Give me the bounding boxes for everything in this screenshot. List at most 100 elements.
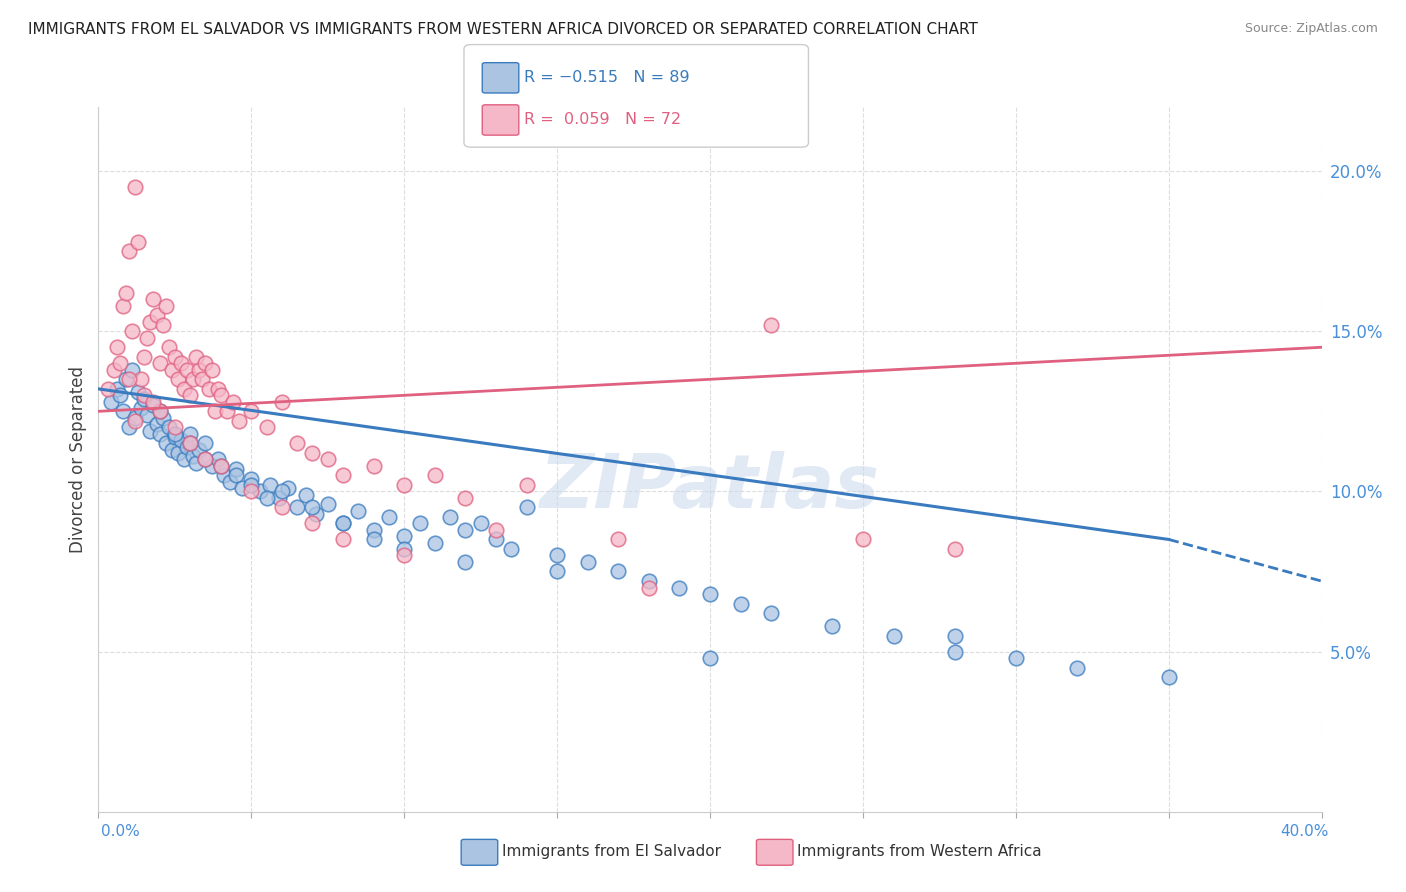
Point — [181, 372, 204, 386]
Point — [207, 382, 229, 396]
Point — [225, 468, 247, 483]
Point — [270, 484, 294, 499]
Point — [194, 452, 217, 467]
Point — [295, 487, 318, 501]
Point — [209, 458, 232, 473]
Point — [516, 500, 538, 515]
Point — [408, 516, 430, 531]
Point — [378, 510, 401, 524]
Point — [139, 424, 162, 438]
Point — [149, 404, 172, 418]
Point — [136, 408, 159, 422]
Point — [423, 535, 446, 549]
Point — [173, 382, 195, 396]
Point — [607, 533, 630, 547]
Point — [256, 491, 278, 505]
Point — [699, 651, 721, 665]
Point — [231, 481, 253, 495]
Point — [145, 308, 167, 322]
Point — [943, 628, 966, 642]
Point — [181, 449, 204, 463]
Point — [105, 382, 128, 396]
Point — [454, 555, 477, 569]
Point — [943, 542, 966, 557]
Point — [108, 356, 131, 370]
Point — [219, 475, 242, 489]
Point — [134, 392, 156, 406]
Point — [111, 404, 134, 418]
Point — [516, 478, 538, 492]
Point — [105, 340, 128, 354]
Point — [392, 478, 416, 492]
Text: Immigrants from Western Africa: Immigrants from Western Africa — [797, 845, 1042, 859]
Text: R = −0.515   N = 89: R = −0.515 N = 89 — [524, 70, 690, 86]
Point — [316, 452, 339, 467]
Text: Immigrants from El Salvador: Immigrants from El Salvador — [502, 845, 721, 859]
Point — [163, 420, 186, 434]
Point — [152, 410, 174, 425]
Point — [637, 574, 661, 588]
Point — [127, 235, 149, 249]
Point — [149, 404, 172, 418]
Point — [392, 549, 416, 563]
Point — [160, 442, 183, 457]
Point — [821, 619, 844, 633]
Point — [332, 516, 354, 531]
Point — [179, 388, 201, 402]
Point — [118, 372, 141, 386]
Point — [301, 500, 323, 515]
Point — [332, 533, 354, 547]
Point — [316, 497, 339, 511]
Point — [943, 644, 966, 658]
Point — [228, 414, 250, 428]
Point — [191, 372, 214, 386]
Point — [761, 318, 783, 332]
Point — [301, 516, 323, 531]
Point — [179, 426, 201, 441]
Point — [157, 340, 180, 354]
Point — [699, 587, 721, 601]
Point — [129, 372, 152, 386]
Point — [124, 410, 146, 425]
Point — [163, 430, 186, 444]
Point — [176, 440, 198, 454]
Text: 0.0%: 0.0% — [101, 824, 141, 838]
Point — [761, 606, 783, 620]
Point — [347, 503, 370, 517]
Y-axis label: Divorced or Separated: Divorced or Separated — [69, 366, 87, 553]
Point — [225, 462, 247, 476]
Text: ZIPatlas: ZIPatlas — [540, 451, 880, 524]
Point — [240, 478, 263, 492]
Point — [215, 404, 238, 418]
Point — [256, 420, 278, 434]
Point — [176, 362, 198, 376]
Point — [194, 436, 217, 450]
Point — [142, 394, 165, 409]
Point — [852, 533, 875, 547]
Point — [124, 180, 146, 194]
Point — [121, 362, 143, 376]
Point — [111, 299, 134, 313]
Point — [134, 350, 156, 364]
Point — [129, 401, 152, 416]
Point — [167, 446, 190, 460]
Text: 40.0%: 40.0% — [1281, 824, 1329, 838]
Point — [186, 350, 208, 364]
Point — [173, 452, 195, 467]
Point — [170, 356, 193, 370]
Point — [607, 565, 630, 579]
Point — [301, 446, 323, 460]
Point — [249, 484, 271, 499]
Point — [423, 468, 446, 483]
Point — [454, 523, 477, 537]
Point — [439, 510, 461, 524]
Point — [240, 472, 263, 486]
Point — [155, 436, 177, 450]
Point — [200, 362, 222, 376]
Point — [127, 385, 149, 400]
Point — [204, 404, 226, 418]
Point — [212, 468, 235, 483]
Point — [285, 500, 308, 515]
Point — [546, 549, 568, 563]
Point — [209, 458, 232, 473]
